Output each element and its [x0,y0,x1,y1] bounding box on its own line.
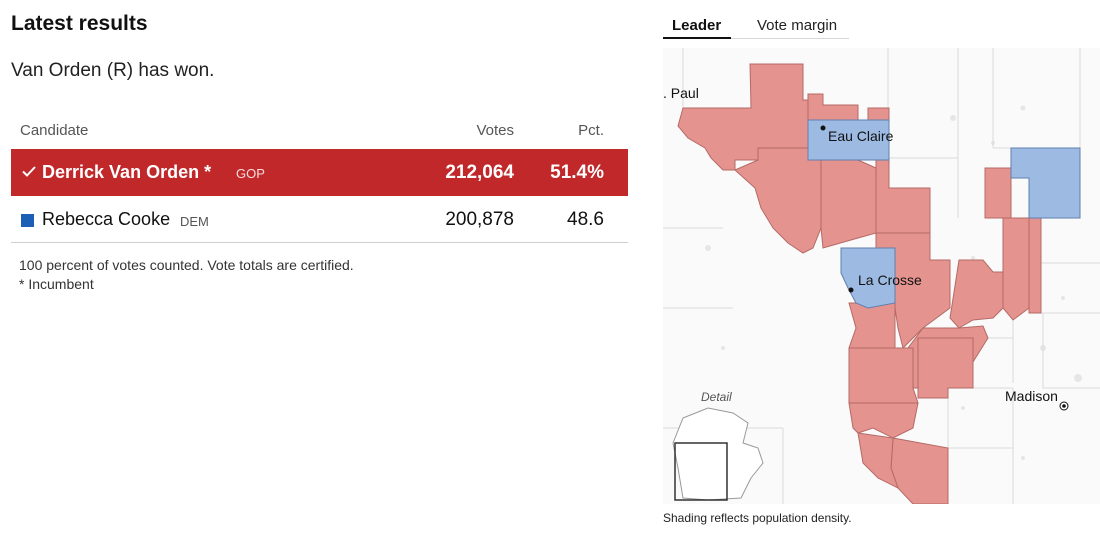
check-icon [22,166,36,177]
county-wood-south [984,167,1012,219]
results-panel: Latest results Van Orden (R) has won. Ca… [11,12,628,294]
map-caption: Shading reflects population density. [663,511,852,525]
candidate-pct: 48.6 [567,209,604,230]
candidate-party: DEM [180,214,209,229]
footnote-counted: 100 percent of votes counted. Vote total… [19,257,354,273]
footnote-incumbent: * Incumbent [19,276,94,292]
county-portage [1010,147,1081,219]
tab-vote-margin[interactable]: Vote margin [757,17,838,34]
eau-claire-dot [820,125,826,131]
candidate-name: Rebecca Cooke [42,209,171,229]
county-adams [1002,217,1030,321]
results-map: . Paul Eau Claire La Crosse Madison Deta… [663,48,1100,504]
county-north-small-east [867,107,890,121]
label-madison: Madison [1005,388,1058,404]
wisconsin-inset [672,407,764,501]
label-eau-claire: Eau Claire [828,128,894,144]
county-grant-west [857,432,899,489]
county-crawford [848,347,919,404]
district-map: . Paul Eau Claire La Crosse Madison Deta… [663,48,1100,504]
county-richland [917,337,974,399]
candidate-votes: 212,064 [445,162,514,183]
race-status: Van Orden (R) has won. [11,60,215,81]
county-eau-claire [807,119,890,161]
table-row: Rebecca Cooke DEM 200,878 48.6 [11,196,628,243]
label-detail: Detail [701,390,732,404]
candidate-pct: 51.4% [550,162,604,183]
county-grant-north [848,402,919,439]
county-marquette [1028,217,1042,314]
republican-counties [677,63,1042,504]
candidate-votes: 200,878 [445,209,514,230]
tab-leader[interactable]: Leader [663,17,731,39]
header-pct: Pct. [578,122,604,139]
candidate-name: Derrick Van Orden * [42,162,212,182]
county-trempealeau [820,159,877,249]
label-st-paul: . Paul [663,85,699,101]
county-juneau [949,259,1004,329]
candidate-party: GOP [236,166,265,181]
map-tabs: Leader Vote margin [663,16,849,39]
label-la-crosse: La Crosse [858,272,922,288]
results-table: Candidate Votes Pct. Derrick Van Orden *… [11,116,628,243]
results-title: Latest results [11,12,148,35]
header-candidate: Candidate [20,122,89,139]
header-votes: Votes [476,122,514,139]
democratic-counties [807,119,1081,309]
results-footnote: 100 percent of votes counted. Vote total… [19,256,354,294]
table-row-winner: Derrick Van Orden * GOP 212,064 51.4% [11,149,628,196]
dem-color-swatch [21,214,34,227]
table-header: Candidate Votes Pct. [11,116,628,149]
la-crosse-dot [848,287,854,293]
county-la-crosse [840,247,896,309]
